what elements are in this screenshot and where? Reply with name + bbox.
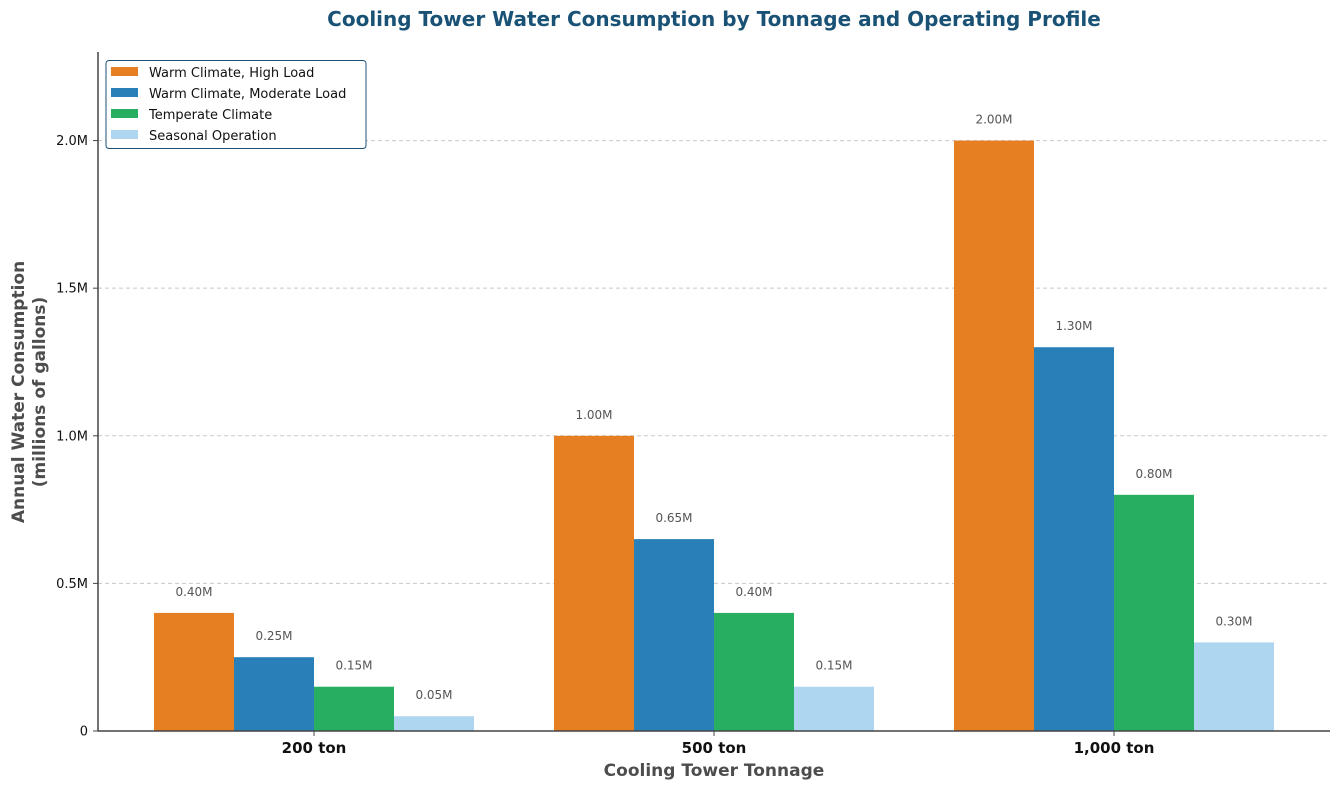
legend: Warm Climate, High Load Warm Climate, Mod… (105, 60, 367, 149)
bar (954, 140, 1034, 732)
legend-label: Warm Climate, Moderate Load (149, 87, 346, 102)
data-label: 0.25M (255, 629, 292, 643)
legend-swatch (111, 130, 138, 139)
data-label: 0.05M (415, 688, 452, 702)
data-label: 2.00M (975, 113, 1012, 127)
legend-swatch (111, 88, 138, 97)
legend-swatch (111, 109, 138, 118)
bar (554, 435, 634, 731)
data-label: 0.80M (1135, 467, 1172, 481)
y-axis-label-line-2: (millions of gallons) (30, 297, 50, 488)
data-label: 0.40M (175, 585, 212, 599)
data-label: 0.30M (1215, 614, 1252, 628)
y-tick-label: 1.5M (56, 282, 88, 297)
y-tick-label: 0 (80, 725, 88, 740)
bar (314, 686, 394, 731)
data-label: 0.15M (815, 659, 852, 673)
legend-swatch (111, 67, 138, 76)
y-tick-label: 0.5M (56, 577, 88, 592)
bar (714, 612, 794, 731)
x-axis-label: Cooling Tower Tonnage (604, 761, 825, 781)
data-labels: 0.40M 1.00M 2.00M 0.25M 0.65M 1.30M 0.15M 0.40M… (175, 113, 1252, 703)
y-tick-label: 1.0M (56, 429, 88, 444)
data-label: 0.15M (335, 659, 372, 673)
x-tick-label: 200 ton (282, 739, 347, 757)
x-ticks: 200 ton 500 ton 1,000 ton (282, 731, 1155, 757)
y-ticks: 0 0.5M 1.0M 1.5M 2.0M (56, 134, 98, 740)
y-axis-label: Annual Water Consumption (millions of ga… (9, 261, 50, 523)
x-tick-label: 500 ton (682, 739, 747, 757)
data-label: 1.30M (1055, 319, 1092, 333)
data-label: 0.65M (655, 511, 692, 525)
data-label: 1.00M (575, 408, 612, 422)
data-label: 0.40M (735, 585, 772, 599)
bar (634, 539, 714, 731)
y-tick-label: 2.0M (56, 134, 88, 149)
bars (154, 140, 1274, 732)
x-tick-label: 1,000 ton (1074, 739, 1155, 757)
y-axis-label-line-1: Annual Water Consumption (9, 261, 29, 523)
legend-label: Warm Climate, High Load (149, 66, 314, 81)
bar (394, 716, 474, 731)
bar (154, 612, 234, 731)
legend-label: Temperate Climate (148, 108, 272, 123)
legend-frame (105, 60, 367, 149)
bar (794, 686, 874, 731)
legend-label: Seasonal Operation (149, 129, 277, 144)
bar (1114, 494, 1194, 731)
bar (1194, 642, 1274, 731)
bar (1034, 347, 1114, 731)
chart-title: Cooling Tower Water Consumption by Tonna… (327, 7, 1101, 31)
bar (234, 657, 314, 731)
